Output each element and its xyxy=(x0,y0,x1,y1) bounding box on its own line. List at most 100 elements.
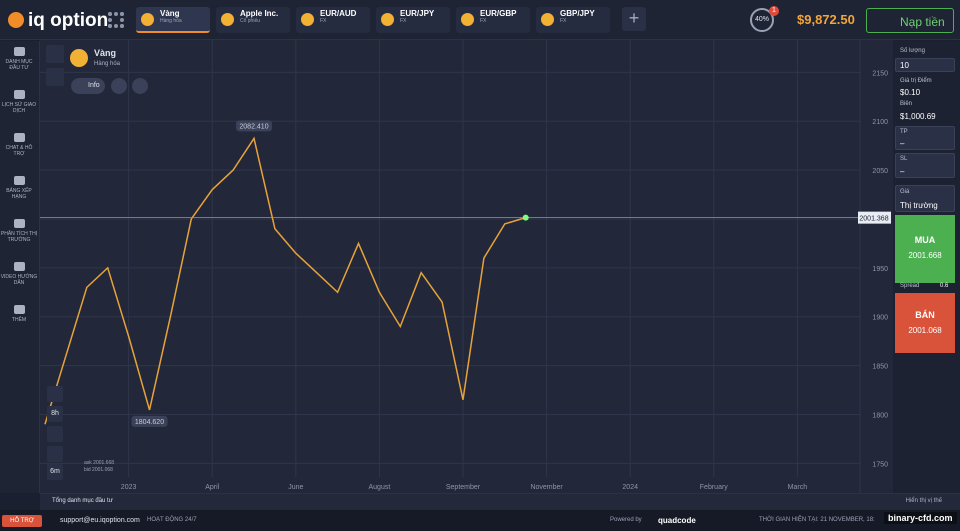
close-button[interactable] xyxy=(46,45,64,63)
asset-tab[interactable]: Vàng Hàng hóa xyxy=(136,7,210,33)
info-button[interactable]: Info xyxy=(71,78,105,94)
tab-sub: FX xyxy=(480,18,487,24)
tab-name: EUR/GBP xyxy=(480,9,517,18)
tab-icon xyxy=(221,13,234,26)
candle-period[interactable]: 8h xyxy=(47,406,63,422)
buy-label: MUA xyxy=(914,235,936,245)
asset-name[interactable]: Vàng xyxy=(94,48,117,58)
add-tab[interactable]: + xyxy=(622,7,646,31)
last-price-tag xyxy=(858,211,891,224)
quote: ask 2001.668 bid 2001.068 xyxy=(84,460,114,474)
y-tick-label: 1800 xyxy=(872,412,888,419)
sl-box[interactable] xyxy=(895,153,955,178)
current-time: THỜI GIAN HIỆN TẠI: 21 NOVEMBER, 18: xyxy=(759,517,875,523)
sidebar-item[interactable]: LỊCH SỬ GIAO DỊCH xyxy=(0,90,38,114)
bottom-bar: Tổng danh mục đầu tư Hiển thị vị thế xyxy=(40,493,960,510)
asset-tab[interactable]: Apple Inc. Cổ phiếu xyxy=(216,7,290,33)
price-type: Thị trường xyxy=(900,201,938,210)
tab-sub: FX xyxy=(560,18,567,24)
sidebar-icon xyxy=(13,90,25,99)
tab-name: EUR/JPY xyxy=(400,9,435,18)
top-bar: iq option + 40% 1 $9,872.50 Nạp tiền Vàn… xyxy=(0,0,960,40)
sell-label: BÁN xyxy=(915,310,935,320)
sl-value: – xyxy=(900,167,905,176)
hours: HOẠT ĐỘNG 24/7 xyxy=(147,517,197,523)
tab-sub: FX xyxy=(400,18,407,24)
balance[interactable]: $9,872.50 xyxy=(797,12,855,27)
last-price-dot xyxy=(522,214,529,221)
tab-sub: Hàng hóa xyxy=(160,18,182,24)
margin: $1,000.69 xyxy=(900,112,936,121)
indicators[interactable] xyxy=(47,446,63,462)
tab-sub: FX xyxy=(320,18,327,24)
buy-price: 2001.668 xyxy=(908,251,942,260)
support-email[interactable]: support@eu.iqoption.com xyxy=(60,517,140,524)
sl-label: SL xyxy=(900,156,908,162)
deposit-button[interactable]: Nạp tiền xyxy=(866,8,954,33)
bid: bid 2001.068 xyxy=(84,467,113,473)
tab-name: Vàng xyxy=(160,9,180,18)
asset-tab[interactable]: EUR/AUD FX xyxy=(296,7,370,33)
sidebar-icon xyxy=(13,47,25,56)
point-value-label: Giá trị Điểm xyxy=(900,78,932,84)
point-value: $0.10 xyxy=(900,88,921,97)
x-tick-label: April xyxy=(205,484,219,491)
amount-input[interactable]: 10 xyxy=(895,58,955,72)
support-button[interactable]: HỖ TRỢ xyxy=(2,515,42,527)
x-tick-label: September xyxy=(446,484,481,491)
plot-background xyxy=(40,40,893,493)
sidebar-label: THÊM xyxy=(11,317,27,323)
sidebar: DANH MỤC ĐẦU TƯ LỊCH SỬ GIAO DỊCH CHAT & H… xyxy=(0,41,40,493)
price-box[interactable] xyxy=(895,185,955,212)
margin-label: Biên xyxy=(900,101,913,107)
notification-badge: 1 xyxy=(769,6,779,16)
asset-category: Hàng hóa xyxy=(94,61,121,67)
sidebar-item[interactable]: PHÂN TÍCH THỊ TRƯỜNG xyxy=(0,219,38,243)
time-range[interactable]: 6m xyxy=(47,464,63,480)
asset-tab[interactable]: EUR/GBP FX xyxy=(456,7,530,33)
buy-button[interactable]: MUA 2001.668 xyxy=(895,215,955,283)
tp-box[interactable] xyxy=(895,126,955,150)
tab-icon xyxy=(381,13,394,26)
sidebar-label: LỊCH SỬ GIAO DỊCH xyxy=(1,102,37,114)
draw-tool[interactable] xyxy=(47,426,63,442)
y-tick-label: 1850 xyxy=(872,364,888,371)
powered-by: Powered by xyxy=(610,517,642,523)
chart-type[interactable] xyxy=(47,386,63,402)
portfolio-total[interactable]: Tổng danh mục đầu tư xyxy=(52,498,113,504)
tab-name: Apple Inc. xyxy=(240,9,279,18)
y-tick-label: 1750 xyxy=(872,461,888,468)
tab-icon xyxy=(141,13,154,26)
asset-tab[interactable]: EUR/JPY FX xyxy=(376,7,450,33)
value-label: 1804.620 xyxy=(135,419,164,426)
asset-tab[interactable]: GBP/JPY FX xyxy=(536,7,610,33)
expand-button[interactable] xyxy=(46,68,64,86)
sidebar-item[interactable]: BẢNG XẾP HẠNG xyxy=(0,176,38,200)
logo-icon xyxy=(8,12,24,28)
sidebar-label: DANH MỤC ĐẦU TƯ xyxy=(5,59,33,71)
brand: quadcode xyxy=(658,516,696,525)
last-price-label: 2001.368 xyxy=(859,216,888,223)
sell-button[interactable]: BÁN 2001.068 xyxy=(895,293,955,353)
sidebar-label: PHÂN TÍCH THỊ TRƯỜNG xyxy=(0,231,38,243)
menu-grid[interactable] xyxy=(108,12,124,28)
progress[interactable]: 40% xyxy=(750,8,774,32)
alert-button[interactable] xyxy=(111,78,127,94)
y-tick-label: 2050 xyxy=(872,168,888,175)
sidebar-item[interactable]: DANH MỤC ĐẦU TƯ xyxy=(0,47,38,71)
sidebar-icon xyxy=(13,262,25,271)
price-line xyxy=(44,136,526,425)
x-tick-label: August xyxy=(369,484,391,491)
show-positions[interactable]: Hiển thị vị thế xyxy=(905,498,942,504)
sidebar-item[interactable]: CHAT & HỖ TRỢ xyxy=(0,133,38,157)
value-label-box xyxy=(236,120,272,132)
favorite-button[interactable] xyxy=(132,78,148,94)
x-tick-label: November xyxy=(530,484,563,491)
sidebar-item[interactable]: VIDEO HƯỚNG DẪN xyxy=(0,262,38,286)
tab-icon xyxy=(461,13,474,26)
tab-icon xyxy=(301,13,314,26)
logo[interactable]: iq option xyxy=(28,10,109,31)
value-label-box xyxy=(131,415,168,427)
watermark: binary-cfd.com xyxy=(884,512,957,524)
sidebar-item[interactable]: THÊM xyxy=(0,305,38,323)
